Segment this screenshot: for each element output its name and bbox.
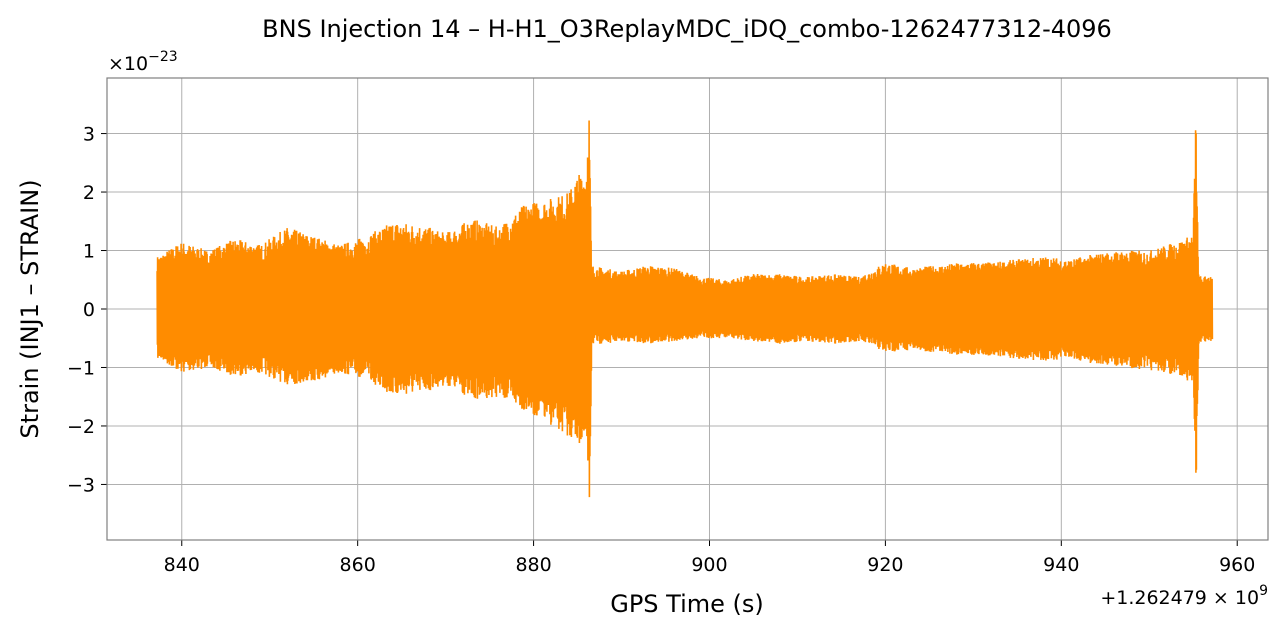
- y-tick-label: −2: [67, 416, 95, 438]
- y-tick-label: 0: [83, 299, 95, 321]
- y-axis-ticks: −3 −2 −1 0 1 2 3: [67, 124, 107, 496]
- plot-frame: [106, 77, 1269, 541]
- y-tick-label: 2: [83, 182, 95, 204]
- y-tick-label: −1: [67, 357, 95, 379]
- x-tick-label: 900: [691, 554, 727, 576]
- strain-series-line: [156, 120, 1214, 498]
- y-tick-label: −3: [67, 474, 95, 496]
- series-group: [156, 120, 1214, 498]
- x-offset-label: +1.262479 × 109: [1100, 583, 1268, 609]
- y-tick-label: 1: [83, 241, 95, 263]
- y-scale-label: ×10−23: [108, 49, 178, 75]
- y-axis-label: Strain (INJ1 – STRAIN): [16, 179, 44, 438]
- x-axis-ticks: 840 860 880 900 920 940 960: [164, 540, 1255, 576]
- x-tick-label: 880: [515, 554, 551, 576]
- x-tick-label: 920: [867, 554, 903, 576]
- x-tick-label: 840: [164, 554, 200, 576]
- x-axis-label: GPS Time (s): [610, 590, 764, 618]
- chart-title: BNS Injection 14 – H-H1_O3ReplayMDC_iDQ_…: [262, 15, 1112, 43]
- x-tick-label: 960: [1219, 554, 1255, 576]
- x-tick-label: 940: [1043, 554, 1079, 576]
- y-tick-label: 3: [83, 124, 95, 146]
- x-tick-label: 860: [340, 554, 376, 576]
